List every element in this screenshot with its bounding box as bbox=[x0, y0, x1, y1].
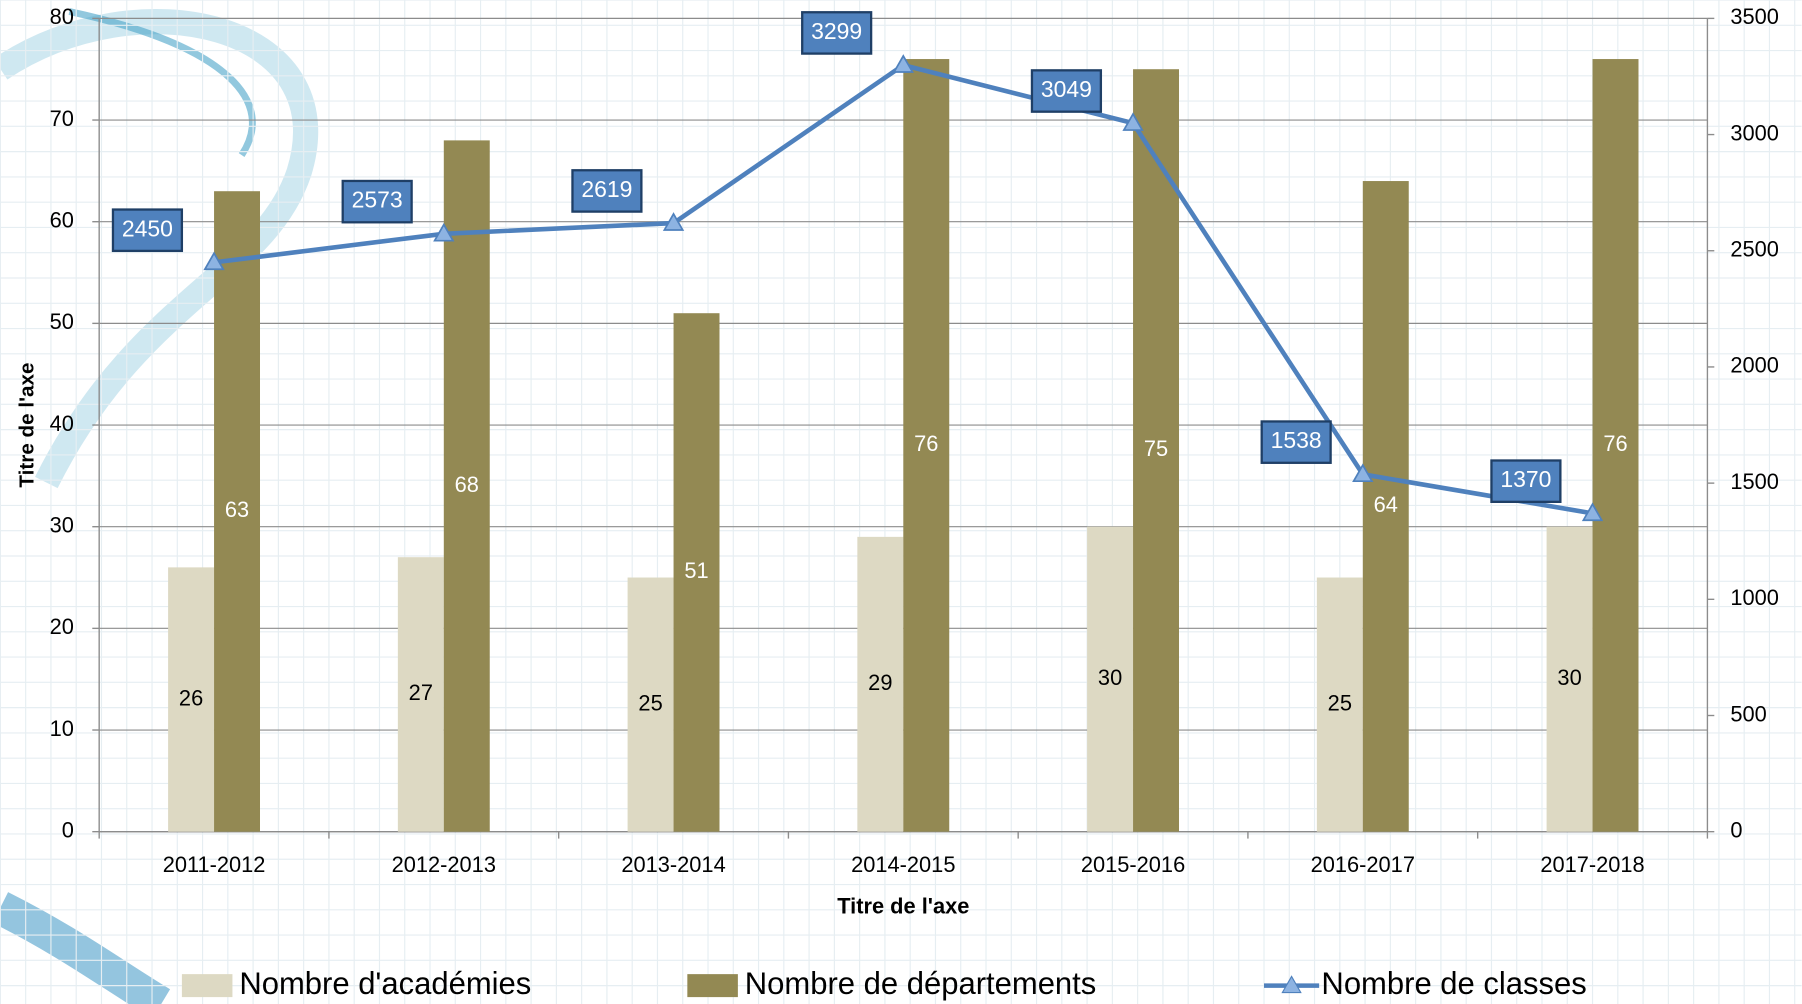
data-label: 27 bbox=[409, 680, 433, 705]
data-label: 25 bbox=[1328, 690, 1352, 715]
data-label: 29 bbox=[868, 670, 892, 695]
x-tick-label: 2011-2012 bbox=[163, 852, 266, 877]
y2-tick-label: 0 bbox=[1730, 817, 1742, 842]
data-label: 2450 bbox=[122, 215, 173, 241]
data-label: 1370 bbox=[1500, 466, 1551, 492]
y-tick-label: 40 bbox=[50, 411, 74, 436]
y2-tick-label: 2500 bbox=[1730, 237, 1779, 262]
data-label: 30 bbox=[1557, 665, 1581, 690]
x-tick-label: 2017-2018 bbox=[1540, 852, 1644, 877]
data-label: 75 bbox=[1144, 436, 1168, 461]
x-tick-label: 2015-2016 bbox=[1081, 852, 1185, 877]
y-tick-label: 10 bbox=[50, 716, 74, 741]
y2-tick-label: 500 bbox=[1730, 701, 1766, 726]
y-tick-label: 20 bbox=[50, 614, 74, 639]
y-tick-label: 60 bbox=[50, 207, 74, 232]
x-tick-label: 2012-2013 bbox=[392, 852, 496, 877]
y-axis-title: Titre de l'axe bbox=[15, 362, 38, 487]
y-tick-label: 30 bbox=[50, 512, 74, 537]
x-tick-label: 2014-2015 bbox=[851, 852, 955, 877]
page: {"chart_data": {"type": "bar", "categori… bbox=[0, 0, 1802, 1004]
data-label: 76 bbox=[1603, 431, 1627, 456]
data-label: 25 bbox=[638, 690, 662, 715]
legend-label: Nombre d'académies bbox=[239, 966, 531, 1001]
x-axis-title: Titre de l'axe bbox=[837, 893, 969, 918]
y-tick-label: 0 bbox=[62, 817, 74, 842]
data-label: 3049 bbox=[1041, 76, 1092, 102]
y2-tick-label: 2000 bbox=[1730, 353, 1779, 378]
x-tick-label: 2013-2014 bbox=[621, 852, 725, 877]
legend-label: Nombre de départements bbox=[745, 966, 1097, 1001]
data-label: 51 bbox=[684, 558, 708, 583]
data-label: 68 bbox=[455, 472, 479, 497]
data-label: 30 bbox=[1098, 665, 1122, 690]
chart: Titre de l'axe Titre de l'axe 0 10 20 30 40 5… bbox=[0, 0, 1802, 1004]
data-label: 76 bbox=[914, 431, 938, 456]
data-label: 2619 bbox=[581, 176, 632, 202]
data-label: 63 bbox=[225, 497, 249, 522]
data-label: 2573 bbox=[352, 187, 403, 213]
legend-label: Nombre de classes bbox=[1321, 966, 1586, 1001]
y-tick-label: 50 bbox=[50, 309, 74, 334]
y-tick-label: 70 bbox=[50, 106, 74, 131]
y2-tick-label: 1000 bbox=[1730, 585, 1779, 610]
y2-tick-label: 3500 bbox=[1730, 4, 1779, 29]
data-label: 1538 bbox=[1271, 427, 1322, 453]
data-label: 26 bbox=[179, 685, 203, 710]
y-tick-label: 80 bbox=[50, 4, 74, 29]
legend-swatch bbox=[687, 974, 738, 997]
y2-tick-label: 1500 bbox=[1730, 469, 1779, 494]
data-label: 64 bbox=[1374, 492, 1398, 517]
x-tick-label: 2016-2017 bbox=[1311, 852, 1415, 877]
data-label: 3299 bbox=[811, 18, 862, 44]
legend-swatch bbox=[182, 974, 233, 997]
y2-tick-label: 3000 bbox=[1730, 120, 1779, 145]
